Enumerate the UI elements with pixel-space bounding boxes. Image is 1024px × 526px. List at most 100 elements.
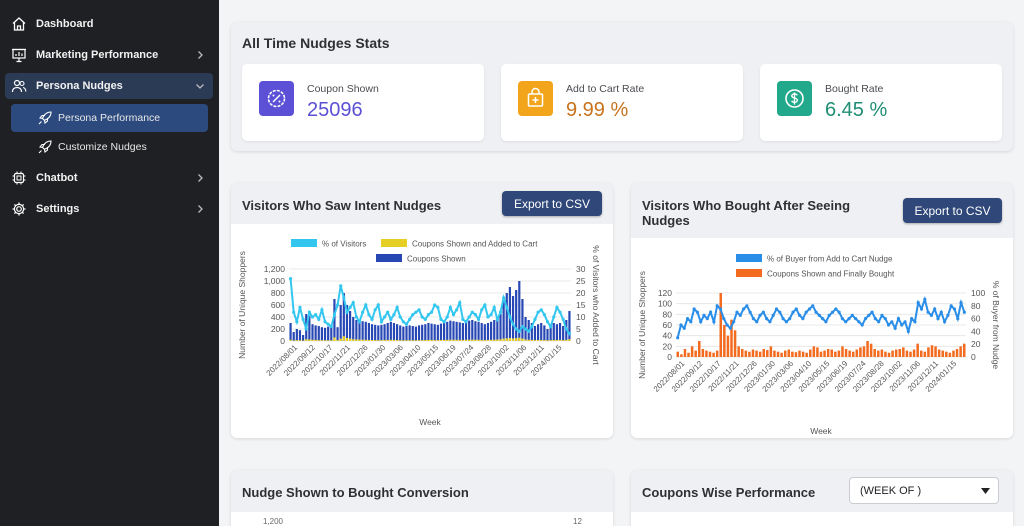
line-point bbox=[429, 310, 434, 314]
bar bbox=[834, 351, 837, 357]
bar bbox=[869, 343, 873, 357]
bar bbox=[345, 305, 349, 341]
bar bbox=[552, 339, 555, 341]
bar bbox=[298, 330, 302, 341]
bar bbox=[399, 325, 402, 341]
bar bbox=[292, 332, 295, 341]
y2-tick-label: 20 bbox=[971, 339, 981, 349]
bar bbox=[452, 321, 455, 341]
bar bbox=[866, 341, 869, 357]
line-point bbox=[470, 310, 474, 314]
bar bbox=[292, 340, 295, 341]
bar bbox=[298, 340, 302, 341]
bar bbox=[862, 346, 866, 357]
bar bbox=[464, 321, 468, 341]
line-point bbox=[567, 332, 572, 336]
line-point bbox=[725, 323, 729, 327]
y-tick-label: 1,000 bbox=[264, 276, 286, 286]
bar bbox=[690, 346, 694, 357]
export-csv-button[interactable]: Export to CSV bbox=[502, 191, 602, 216]
line-point bbox=[923, 297, 927, 301]
bar bbox=[791, 351, 794, 357]
bar bbox=[389, 321, 392, 341]
bar bbox=[468, 339, 471, 341]
sidebar: Dashboard Marketing Performance Persona … bbox=[0, 0, 219, 526]
bar bbox=[439, 339, 443, 341]
line-point bbox=[854, 317, 858, 321]
week-select[interactable]: (WEEK OF ) bbox=[849, 477, 999, 504]
line-point bbox=[423, 317, 427, 321]
bought-after-nudges-panel: Visitors Who Bought After Seeing Nudges … bbox=[631, 183, 1013, 438]
bar bbox=[511, 296, 515, 341]
bar bbox=[496, 339, 499, 341]
bar bbox=[317, 326, 320, 341]
bar bbox=[916, 343, 919, 357]
line-point bbox=[420, 315, 424, 319]
line-point bbox=[370, 317, 374, 321]
bar bbox=[471, 320, 474, 341]
sidebar-subitem-label: Customize Nudges bbox=[58, 141, 147, 153]
sidebar-subitem-customize-nudges[interactable]: Customize Nudges bbox=[11, 133, 208, 161]
sidebar-item-marketing-performance[interactable]: Marketing Performance bbox=[5, 42, 213, 68]
bar bbox=[549, 340, 552, 341]
stat-label: Bought Rate bbox=[825, 83, 884, 95]
y2-tick-label: 40 bbox=[971, 326, 981, 336]
bar bbox=[302, 335, 305, 341]
sidebar-subitem-persona-performance[interactable]: Persona Performance bbox=[11, 104, 208, 132]
line-point bbox=[804, 310, 808, 314]
sidebar-item-chatbot[interactable]: Chatbot bbox=[5, 165, 213, 191]
bar bbox=[402, 326, 405, 341]
bar bbox=[758, 351, 762, 357]
sidebar-item-settings[interactable]: Settings bbox=[5, 196, 213, 222]
bar bbox=[471, 339, 474, 341]
bar bbox=[819, 351, 823, 357]
line-point bbox=[342, 296, 346, 300]
bar bbox=[780, 352, 783, 357]
legend-swatch bbox=[736, 254, 762, 262]
bar bbox=[540, 323, 543, 341]
line-point bbox=[439, 317, 443, 321]
line-point bbox=[329, 325, 333, 329]
bar bbox=[483, 324, 486, 341]
line-point bbox=[788, 317, 792, 321]
bar bbox=[568, 339, 571, 341]
export-csv-button[interactable]: Export to CSV bbox=[903, 198, 1002, 223]
bar bbox=[443, 323, 446, 341]
line-point bbox=[857, 320, 861, 324]
bar bbox=[769, 346, 773, 357]
sidebar-item-persona-nudges[interactable]: Persona Nudges bbox=[5, 73, 213, 99]
line-point bbox=[458, 301, 462, 305]
line-point bbox=[778, 310, 782, 314]
y-tick-label: 0 bbox=[667, 352, 672, 362]
y2-tick-label: 10 bbox=[576, 312, 586, 322]
line-point bbox=[890, 320, 894, 324]
bar bbox=[518, 281, 521, 341]
y2-tick-label: 5 bbox=[576, 324, 581, 334]
legend-label: % of Visitors bbox=[322, 240, 366, 249]
bar bbox=[446, 321, 449, 341]
panel-title-line: Nudges bbox=[642, 213, 690, 228]
line-point bbox=[797, 313, 802, 317]
sidebar-subitem-label: Persona Performance bbox=[58, 112, 161, 124]
y2-tick-label: 0 bbox=[576, 336, 581, 346]
bar bbox=[549, 326, 552, 341]
line-point bbox=[364, 303, 368, 307]
sidebar-item-dashboard[interactable]: Dashboard bbox=[5, 11, 213, 37]
chart-area: 1,200 12 bbox=[231, 512, 613, 526]
bar bbox=[733, 330, 737, 357]
bar bbox=[374, 340, 377, 341]
line-point bbox=[870, 310, 874, 314]
bar bbox=[455, 339, 458, 341]
bar bbox=[927, 347, 930, 357]
line-point bbox=[880, 313, 884, 317]
bar bbox=[505, 293, 508, 341]
bar bbox=[511, 338, 515, 341]
line-point bbox=[451, 313, 456, 317]
bar bbox=[493, 320, 496, 341]
bar bbox=[414, 326, 417, 341]
bar bbox=[474, 321, 477, 341]
line-point bbox=[320, 308, 324, 312]
line-point bbox=[695, 310, 700, 314]
bar bbox=[443, 339, 446, 341]
panel-title: Nudge Shown to Bought Conversion bbox=[242, 485, 469, 500]
